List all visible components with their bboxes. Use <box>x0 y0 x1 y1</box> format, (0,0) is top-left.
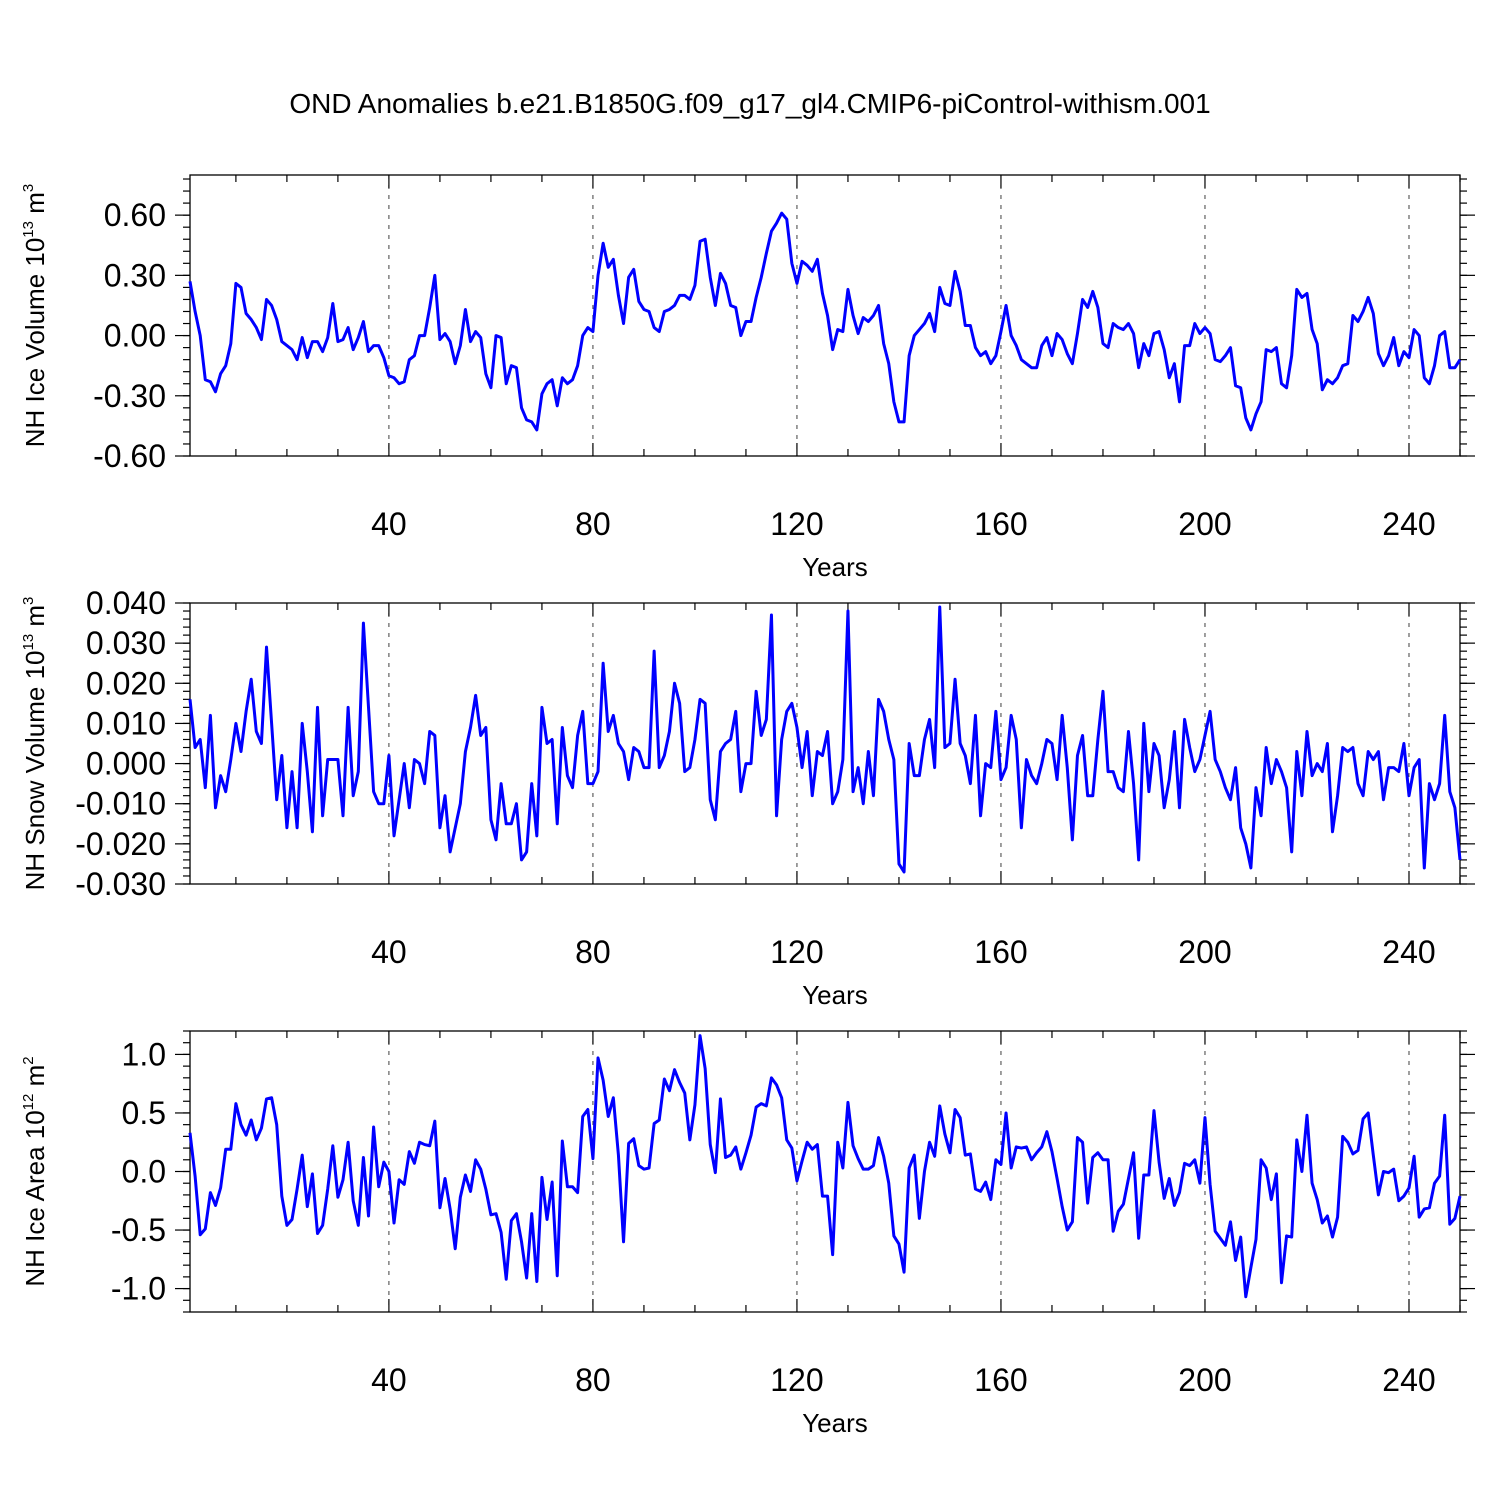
ice-area-panel: -1.0 -0.5 0.0 0.5 1.0 40 80 120 160 200 240 Years NH… <box>20 1030 1475 1438</box>
x-axis-label: Years <box>802 980 868 1010</box>
x-tick-label: 200 <box>1178 1362 1231 1398</box>
ice-volume-series-line <box>188 211 1462 432</box>
chart-title: OND Anomalies b.e21.B1850G.f09_g17_gl4.C… <box>289 88 1210 119</box>
x-tick-label: 120 <box>770 506 823 542</box>
x-tick-label: 80 <box>575 506 611 542</box>
y-tick-label: 0.0 <box>122 1154 166 1190</box>
y-tick-label: 0.00 <box>104 318 166 354</box>
y-tick-label: 0.5 <box>122 1095 166 1131</box>
y-tick-label: 1.0 <box>122 1036 166 1072</box>
x-tick-label: 80 <box>575 1362 611 1398</box>
y-tick-label: -0.5 <box>111 1212 166 1248</box>
x-tick-label: 120 <box>770 1362 823 1398</box>
snow-volume-series-line <box>188 605 1462 874</box>
snow-volume-panel: -0.030 -0.020 -0.010 0.000 0.010 0.020 0.030 0.… <box>20 585 1475 1010</box>
ice-volume-panel: -0.60 -0.30 0.00 0.30 0.60 40 80 120 160 200 240 Ye… <box>20 174 1475 582</box>
y-tick-label: -0.60 <box>93 438 166 474</box>
y-tick-label: -1.0 <box>111 1271 166 1307</box>
y-tick-label: 0.60 <box>104 197 166 233</box>
x-axis-label: Years <box>802 552 868 582</box>
y-tick-label: -0.30 <box>93 378 166 414</box>
y-tick-label: 0.030 <box>86 625 166 661</box>
plot-frame <box>189 174 1461 457</box>
x-tick-label: 160 <box>974 934 1027 970</box>
x-tick-label: 160 <box>974 1362 1027 1398</box>
x-tick-label: 200 <box>1178 934 1231 970</box>
y-tick-label: 0.020 <box>86 665 166 701</box>
x-tick-label: 240 <box>1382 1362 1435 1398</box>
panels: -0.60 -0.30 0.00 0.30 0.60 40 80 120 160 200 240 Ye… <box>20 174 1475 1438</box>
y-tick-label: -0.010 <box>75 786 166 822</box>
y-tick-label: -0.030 <box>75 866 166 902</box>
ice-area-series-line <box>188 1034 1462 1299</box>
x-tick-label: 40 <box>371 1362 407 1398</box>
y-axis-label: NH Ice Volume 1013 m3 <box>20 184 50 447</box>
y-tick-label: 0.000 <box>86 746 166 782</box>
y-tick-label: 0.010 <box>86 705 166 741</box>
y-axis-label: NH Snow Volume 1013 m3 <box>20 597 50 891</box>
x-tick-label: 80 <box>575 934 611 970</box>
y-axis-label: NH Ice Area 1012 m2 <box>20 1056 50 1286</box>
x-tick-label: 40 <box>371 934 407 970</box>
plot-frame <box>189 602 1461 885</box>
y-tick-label: -0.020 <box>75 826 166 862</box>
x-tick-label: 200 <box>1178 506 1231 542</box>
x-tick-label: 240 <box>1382 506 1435 542</box>
x-axis-label: Years <box>802 1408 868 1438</box>
x-tick-label: 160 <box>974 506 1027 542</box>
plot-frame <box>189 1030 1461 1313</box>
x-tick-label: 40 <box>371 506 407 542</box>
y-tick-label: 0.30 <box>104 257 166 293</box>
y-tick-label: 0.040 <box>86 585 166 621</box>
x-tick-label: 240 <box>1382 934 1435 970</box>
x-tick-label: 120 <box>770 934 823 970</box>
